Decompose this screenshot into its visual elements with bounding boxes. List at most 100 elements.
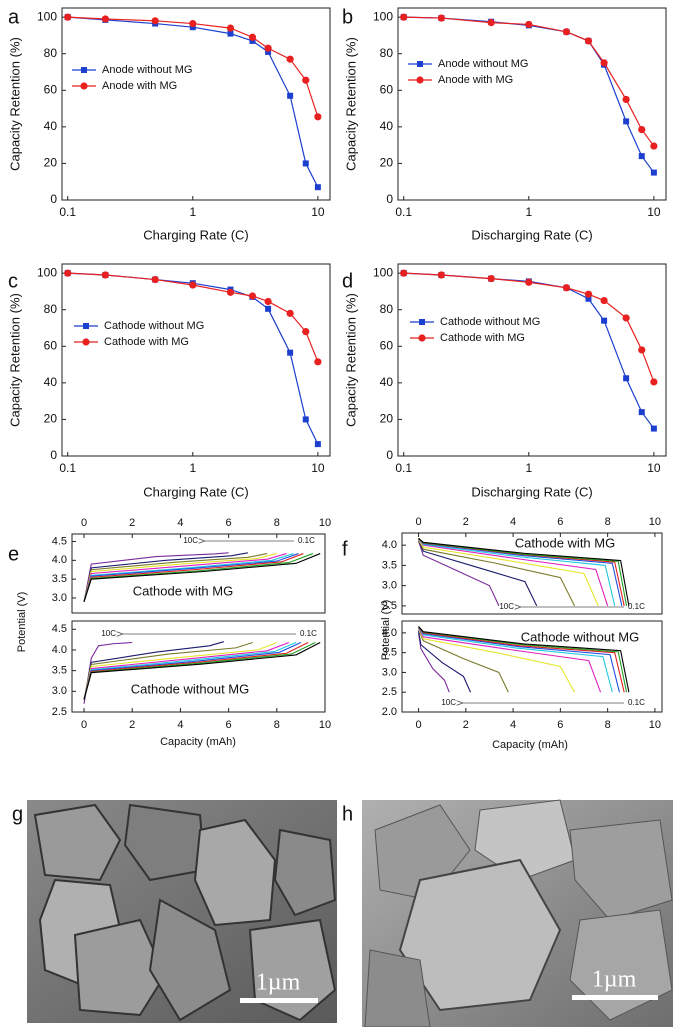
legend-label: Anode without MG	[438, 58, 529, 70]
y-tick-label: 60	[380, 338, 394, 352]
data-point	[249, 37, 256, 44]
y-tick-label: 80	[44, 302, 58, 316]
series-line	[418, 627, 613, 693]
x-tick-label: 2	[129, 517, 135, 529]
y-tick-label: 0	[386, 192, 393, 206]
data-point	[287, 349, 294, 356]
x-tick-label: 8	[274, 719, 280, 731]
y-tick-label: 80	[44, 46, 58, 60]
data-point	[151, 17, 159, 25]
y-axis-label: Capacity Retention (%)	[7, 37, 22, 171]
y-tick-label: 3.0	[382, 666, 397, 678]
data-point	[227, 30, 234, 37]
data-point	[638, 409, 645, 416]
series-line	[83, 553, 321, 602]
data-point	[302, 328, 310, 336]
x-axis-label: Discharging Rate (C)	[471, 484, 592, 499]
y-tick-label: 40	[44, 119, 58, 133]
y-tick-label: 40	[380, 119, 394, 133]
x-axis-label: Charging Rate (C)	[143, 227, 249, 242]
annotation: 10C	[183, 536, 198, 545]
scale-bar-label: 1µm	[256, 970, 301, 996]
data-point	[487, 19, 495, 27]
panel-label: g	[12, 803, 23, 825]
plot-frame	[61, 263, 331, 457]
x-tick-label: 2	[463, 719, 469, 731]
x-tick-label: 10	[649, 719, 661, 731]
legend-label: Cathode with MG	[440, 332, 525, 344]
x-axis-label: Discharging Rate (C)	[471, 227, 592, 242]
legend-marker	[418, 334, 426, 342]
panel-label: c	[8, 270, 18, 292]
data-point	[400, 13, 408, 21]
series-line	[418, 630, 472, 693]
x-tick-label: 8	[605, 719, 611, 731]
series-line	[403, 272, 655, 429]
x-tick-label: 8	[274, 517, 280, 529]
data-point	[525, 20, 533, 29]
y-tick-label: 40	[380, 375, 394, 389]
x-tick-label: 4	[510, 719, 516, 731]
annotation: Cathode with MG	[133, 583, 233, 598]
x-axis-label: Capacity (mAh)	[160, 736, 236, 748]
x-tick-label: 10	[319, 719, 331, 731]
data-point	[101, 271, 109, 279]
annotation: 10C	[441, 698, 456, 707]
legend-marker	[83, 323, 89, 329]
y-tick-label: 20	[44, 156, 58, 170]
data-point	[314, 358, 322, 366]
y-tick-label: 4.0	[382, 627, 397, 639]
plot-frame	[397, 263, 667, 457]
x-tick-label: 0	[415, 516, 421, 528]
series-line	[418, 632, 450, 693]
series-line	[67, 272, 319, 363]
annotation: 10C	[101, 629, 116, 638]
legend-marker	[80, 82, 88, 90]
legend-marker	[417, 61, 423, 67]
legend-label: Cathode without MG	[104, 320, 204, 332]
data-point	[264, 44, 272, 52]
y-tick-label: 40	[44, 375, 58, 389]
data-point	[638, 126, 646, 134]
y-tick-label: 3.0	[382, 580, 397, 592]
data-point	[600, 296, 608, 305]
y-tick-label: 4.5	[52, 623, 67, 635]
series-line	[83, 642, 321, 700]
data-point	[437, 271, 445, 279]
data-point	[623, 118, 630, 125]
y-tick-label: 2.5	[382, 600, 397, 612]
plot-frame	[397, 7, 667, 201]
panel-label: b	[342, 6, 353, 28]
panel-label: a	[8, 6, 20, 28]
x-tick-label: 0.1	[395, 205, 412, 219]
annotation: 10C	[499, 602, 514, 611]
data-point	[487, 275, 495, 283]
legend-label: Anode without MG	[102, 64, 193, 76]
data-point	[622, 314, 630, 322]
series-line	[418, 540, 500, 607]
y-axis-label: Capacity Retention (%)	[343, 37, 358, 171]
data-point	[264, 297, 272, 306]
sem-image-g	[27, 800, 337, 1023]
x-tick-label: 0	[415, 719, 421, 731]
legend-label: Cathode without MG	[440, 316, 540, 328]
data-point	[64, 13, 72, 21]
x-tick-label: 0.1	[59, 461, 76, 475]
legend-marker	[416, 76, 424, 84]
data-point	[638, 346, 646, 354]
x-tick-label: 10	[647, 205, 661, 219]
series-line	[418, 628, 576, 693]
data-point	[189, 24, 196, 31]
y-axis-label: Potential (V)	[16, 592, 28, 653]
x-tick-label: 8	[605, 516, 611, 528]
data-point	[101, 15, 109, 23]
data-point	[562, 28, 571, 36]
data-point	[622, 95, 630, 104]
data-point	[437, 14, 445, 22]
scale-bar-label: 1µm	[592, 967, 637, 993]
y-tick-label: 0	[50, 192, 57, 206]
x-tick-label: 1	[525, 205, 532, 219]
data-point	[650, 425, 657, 432]
data-point	[286, 309, 294, 317]
